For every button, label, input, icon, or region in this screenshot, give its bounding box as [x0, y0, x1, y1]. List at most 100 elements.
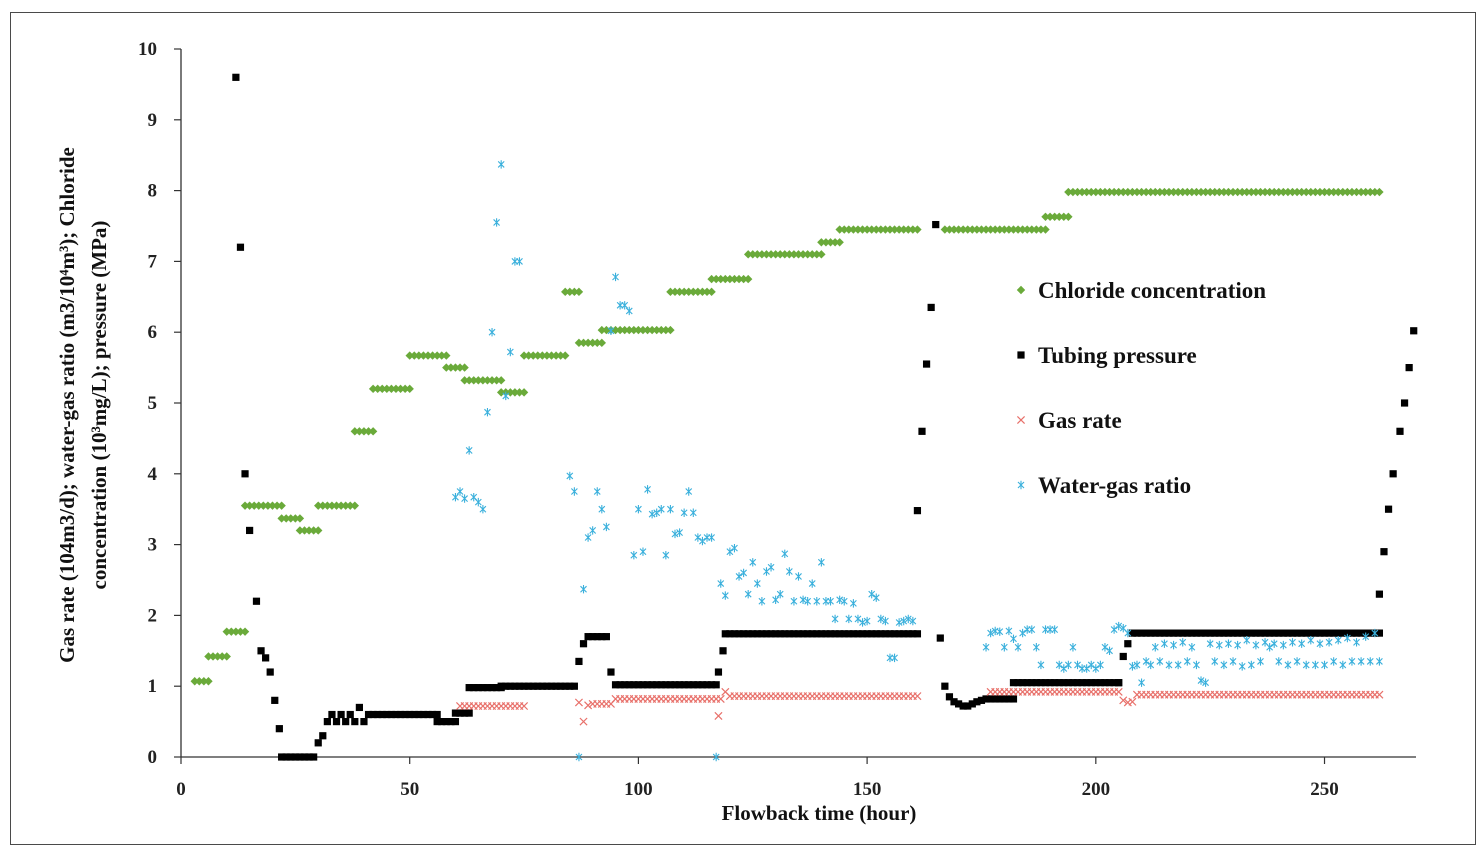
data-point: [904, 614, 912, 624]
data-point: [323, 501, 332, 510]
data-point: [332, 501, 341, 510]
data-point: [725, 274, 735, 284]
data-point: [790, 630, 798, 638]
data-point: [433, 718, 441, 726]
data-point: [484, 408, 491, 417]
data-point: [1256, 187, 1265, 197]
data-point: [845, 630, 853, 638]
data-point: [465, 709, 473, 717]
data-point: [830, 238, 840, 247]
data-point: [630, 551, 638, 560]
data-point: [556, 351, 565, 360]
data-point: [442, 718, 450, 726]
data-point: [694, 533, 702, 542]
data-point: [502, 391, 510, 401]
data-point: [822, 630, 830, 638]
data-point: [653, 508, 661, 517]
data-point: [836, 595, 844, 605]
data-point: [547, 351, 556, 360]
data-point: [1348, 629, 1356, 637]
data-point: [1000, 695, 1008, 703]
data-point: [1073, 187, 1082, 197]
y-tick-label: 10: [138, 39, 157, 60]
data-point: [826, 630, 835, 638]
data-point: [662, 681, 670, 689]
data-point: [337, 710, 345, 719]
y-tick-label: 0: [148, 747, 158, 768]
data-point: [1119, 696, 1128, 705]
data-point: [561, 351, 570, 360]
data-point: [538, 351, 547, 360]
data-point: [643, 681, 652, 689]
data-point: [1233, 187, 1242, 197]
data-point: [996, 627, 1004, 636]
data-point: [1210, 187, 1219, 197]
data-point: [726, 630, 734, 638]
y-tick-label: 6: [148, 322, 158, 343]
data-point: [360, 718, 368, 726]
data-point: [719, 647, 727, 655]
data-point: [525, 682, 533, 690]
data-point: [1000, 643, 1008, 652]
data-point: [863, 616, 871, 626]
data-point: [323, 718, 331, 726]
data-point: [346, 501, 355, 510]
data-point: [877, 614, 885, 624]
data-point: [222, 652, 231, 661]
data-point: [488, 328, 496, 337]
data-point: [1078, 679, 1086, 687]
data-point: [328, 710, 336, 719]
data-point: [1375, 690, 1384, 699]
data-point: [714, 711, 723, 720]
data-point: [350, 427, 360, 436]
data-point: [387, 710, 396, 719]
data-point: [743, 250, 753, 259]
data-point: [995, 225, 1004, 234]
data-point: [1256, 629, 1265, 637]
data-point: [1316, 629, 1324, 637]
data-point: [1114, 187, 1123, 197]
data-point: [1284, 660, 1292, 670]
data-point: [1366, 657, 1374, 666]
data-point: [442, 363, 451, 372]
data-point: [1302, 187, 1311, 197]
data-point: [519, 351, 529, 360]
data-point: [405, 384, 414, 394]
data-point: [968, 700, 976, 708]
data-point: [1279, 187, 1288, 197]
data-point: [1059, 212, 1068, 221]
data-point: [515, 682, 524, 690]
data-point: [1275, 657, 1283, 666]
data-point: [717, 579, 725, 588]
data-point: [680, 508, 688, 517]
y-axis-label-line-2: concentration (10³mg/L); pressure (MPa): [87, 221, 111, 590]
data-point: [749, 558, 757, 567]
data-point: [900, 630, 908, 638]
data-point: [808, 630, 816, 638]
data-point: [854, 630, 862, 638]
data-point: [271, 696, 279, 704]
data-point: [1109, 187, 1119, 197]
data-point: [913, 630, 922, 638]
data-point: [364, 427, 373, 436]
data-point: [987, 628, 995, 638]
data-point: [1307, 629, 1315, 637]
data-point: [1179, 638, 1187, 647]
data-point: [1306, 187, 1315, 197]
data-point: [1183, 657, 1191, 666]
data-point: [872, 593, 880, 602]
data-point: [1170, 640, 1177, 650]
data-point: [612, 272, 619, 282]
data-point: [506, 388, 515, 397]
data-point: [275, 725, 283, 733]
x-tick-label: 250: [1310, 779, 1339, 800]
data-point: [557, 682, 565, 690]
data-point: [1115, 679, 1123, 687]
data-point: [1105, 679, 1114, 687]
data-point: [716, 274, 725, 284]
data-point: [506, 682, 514, 690]
data-point: [776, 630, 784, 638]
data-point: [890, 225, 899, 234]
data-point: [990, 225, 1000, 234]
data-point: [1293, 657, 1301, 666]
